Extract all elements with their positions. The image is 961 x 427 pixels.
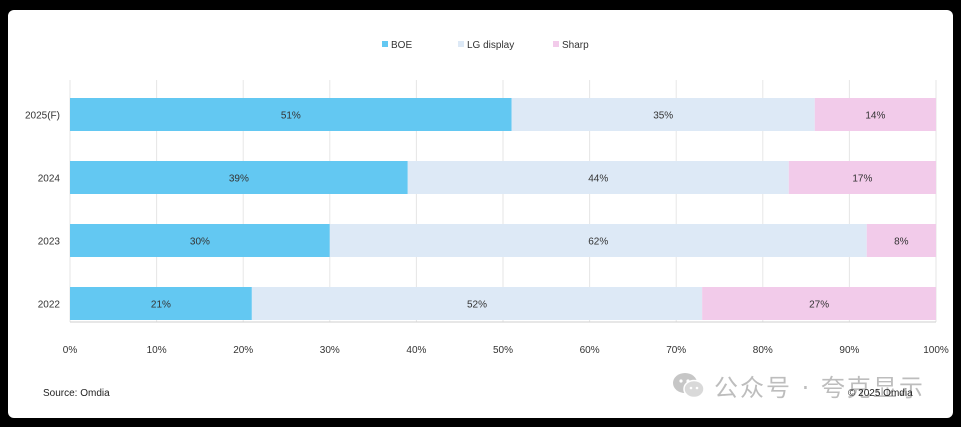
legend: BOE LG display Sharp bbox=[382, 40, 589, 51]
data-label: 52% bbox=[467, 300, 487, 311]
bar-segment bbox=[70, 98, 512, 131]
legend-swatch bbox=[458, 41, 464, 47]
data-labels: 51% 35% 14% 39% 44% 17% 30% 62% 8% 21% 52% 27% bbox=[151, 111, 909, 311]
bar-segment bbox=[788, 161, 936, 194]
x-tick-label: 90% bbox=[839, 345, 859, 356]
x-tick-label: 20% bbox=[233, 345, 253, 356]
y-tick-label: 2025(F) bbox=[25, 111, 60, 122]
x-tick-label: 40% bbox=[406, 345, 426, 356]
x-tick-label: 0% bbox=[63, 345, 78, 356]
x-tick-label: 70% bbox=[666, 345, 686, 356]
bar-segment bbox=[251, 287, 703, 320]
y-tick-label: 2023 bbox=[38, 237, 61, 248]
x-tick-label: 80% bbox=[753, 345, 773, 356]
bar-segment bbox=[329, 224, 867, 257]
data-label: 35% bbox=[653, 111, 673, 122]
data-label: 27% bbox=[809, 300, 829, 311]
data-label: 17% bbox=[852, 174, 872, 185]
bar-segment bbox=[70, 161, 408, 194]
data-label: 30% bbox=[190, 237, 210, 248]
data-label: 39% bbox=[229, 174, 249, 185]
x-tick-label: 100% bbox=[923, 345, 949, 356]
x-tick-label: 30% bbox=[320, 345, 340, 356]
y-tick-label: 2024 bbox=[38, 174, 61, 185]
legend-label: BOE bbox=[391, 40, 412, 51]
y-tick-label: 2022 bbox=[38, 300, 61, 311]
bar-segment bbox=[407, 161, 789, 194]
chart-card bbox=[8, 10, 953, 418]
data-label: 8% bbox=[894, 237, 909, 248]
watermark: 公众号 · 夸克显示 bbox=[672, 368, 925, 403]
data-label: 21% bbox=[151, 300, 171, 311]
bar-segment bbox=[814, 98, 936, 131]
bar-segment bbox=[70, 287, 252, 320]
bar-segment bbox=[702, 287, 936, 320]
legend-swatch bbox=[382, 41, 388, 47]
legend-label: LG display bbox=[467, 40, 514, 51]
watermark-text: 公众号 · 夸克显示 bbox=[714, 374, 925, 402]
data-label: 62% bbox=[588, 237, 608, 248]
data-label: 14% bbox=[865, 111, 885, 122]
bar-segment bbox=[866, 224, 936, 257]
y-tick-labels: 2025(F) 2024 2023 2022 bbox=[25, 111, 60, 311]
source-note: Source: Omdia bbox=[43, 388, 110, 399]
x-tick-label: 10% bbox=[147, 345, 167, 356]
legend-swatch bbox=[553, 41, 559, 47]
bar-segment bbox=[511, 98, 815, 131]
x-tick-labels: 0% 10% 20% 30% 40% 50% 60% 70% 80% 90% 100% bbox=[63, 345, 949, 356]
wechat-icon bbox=[673, 372, 705, 398]
copyright-note: © 2025 Omdia bbox=[848, 388, 913, 399]
data-label: 44% bbox=[588, 174, 608, 185]
bar-segments bbox=[70, 98, 936, 320]
bar-segment bbox=[70, 224, 330, 257]
x-tick-label: 60% bbox=[580, 345, 600, 356]
legend-label: Sharp bbox=[562, 40, 589, 51]
data-label: 51% bbox=[281, 111, 301, 122]
x-tick-label: 50% bbox=[493, 345, 513, 356]
